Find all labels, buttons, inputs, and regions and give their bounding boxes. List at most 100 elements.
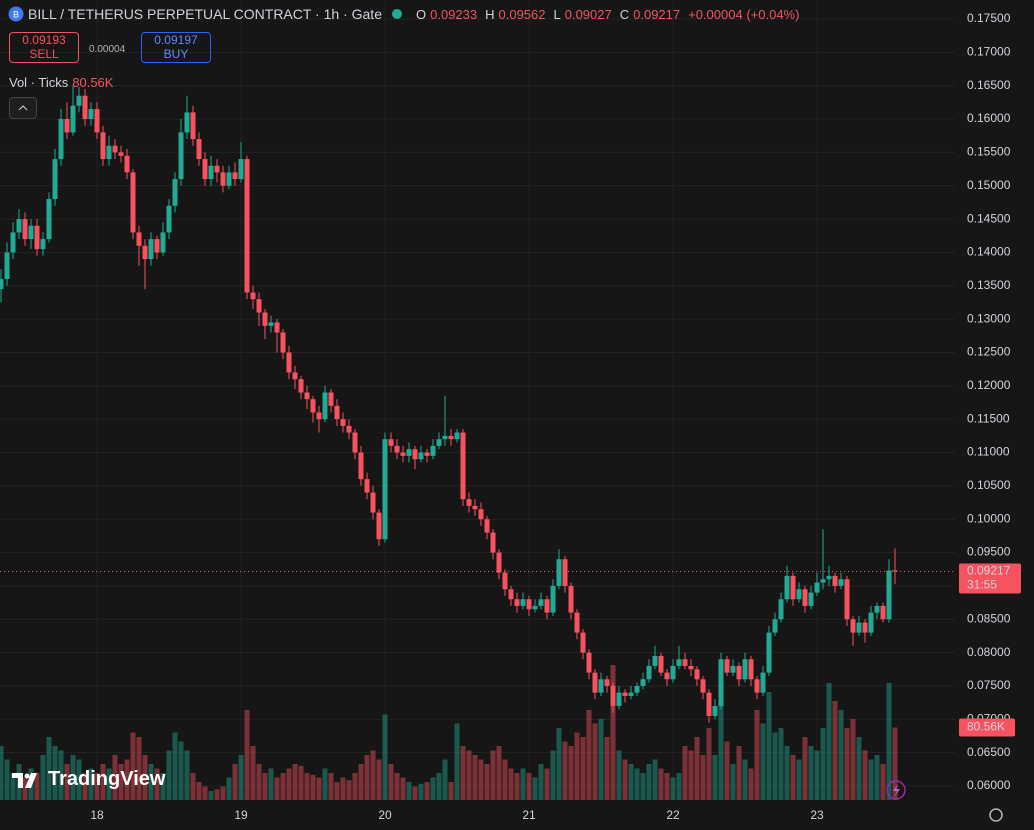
candle-body bbox=[514, 599, 520, 606]
volume-bar bbox=[856, 737, 862, 800]
volume-bar bbox=[178, 741, 184, 800]
candle-body bbox=[370, 492, 376, 513]
x-tick-label: 20 bbox=[378, 808, 392, 822]
volume-title: Vol · Ticks bbox=[9, 75, 69, 90]
alert-bolt bbox=[893, 784, 900, 797]
candle-body bbox=[646, 665, 652, 680]
volume-bar bbox=[334, 782, 340, 800]
last-price-tag bbox=[959, 563, 1021, 594]
candle-body bbox=[628, 692, 634, 696]
volume-bar bbox=[202, 786, 208, 800]
volume-bar bbox=[646, 764, 652, 800]
candle-body bbox=[16, 219, 22, 233]
candle-body bbox=[52, 159, 58, 200]
volume-bar bbox=[232, 764, 238, 800]
volume-bar bbox=[82, 773, 88, 800]
volume-bar bbox=[322, 768, 328, 800]
volume-bar bbox=[634, 768, 640, 800]
change: +0.00004 (+0.04%) bbox=[688, 6, 800, 22]
volume-bar bbox=[628, 764, 634, 800]
candle-body bbox=[76, 95, 82, 106]
sell-button[interactable]: 0.09193 SELL bbox=[9, 32, 79, 63]
volume-bar bbox=[826, 683, 832, 800]
candle-body bbox=[268, 322, 274, 326]
candle-body bbox=[736, 665, 742, 680]
sell-price: 0.09193 bbox=[22, 33, 66, 47]
volume-bar bbox=[706, 728, 712, 800]
header: B BILL / TETHERUS PERPETUAL CONTRACT · 1… bbox=[8, 6, 799, 22]
candle-body bbox=[724, 659, 730, 673]
volume-bar bbox=[184, 750, 190, 800]
candle-body bbox=[394, 445, 400, 453]
candle-body bbox=[508, 589, 514, 600]
candle-body bbox=[832, 575, 838, 586]
alert-icon[interactable] bbox=[886, 780, 906, 800]
candle-body bbox=[562, 559, 568, 586]
volume-bar bbox=[760, 723, 766, 800]
low-key: L bbox=[553, 6, 561, 22]
volume-bar bbox=[358, 764, 364, 800]
candle-body bbox=[454, 432, 460, 440]
y-tick-label: 0.10500 bbox=[967, 478, 1011, 492]
volume-bar bbox=[76, 759, 82, 800]
candle-body bbox=[634, 685, 640, 693]
candle-body bbox=[592, 672, 598, 693]
candle-body bbox=[442, 435, 448, 440]
candle-body bbox=[700, 679, 706, 693]
volume-bar bbox=[496, 746, 502, 800]
candle-body bbox=[244, 159, 250, 293]
volume-bar bbox=[400, 777, 406, 800]
candle-body bbox=[136, 232, 142, 246]
volume-bar bbox=[784, 746, 790, 800]
volume-bar bbox=[556, 728, 562, 800]
candle-body bbox=[412, 449, 418, 460]
volume-bar bbox=[10, 773, 16, 800]
candle-body bbox=[712, 705, 718, 716]
candle-body bbox=[556, 559, 562, 586]
settings-icon[interactable] bbox=[989, 808, 1003, 822]
candle-body bbox=[886, 570, 892, 620]
candle-body bbox=[160, 232, 166, 253]
candle-body bbox=[874, 605, 880, 613]
candle-body bbox=[820, 579, 826, 583]
volume-bar bbox=[274, 777, 280, 800]
volume-bar bbox=[580, 737, 586, 800]
volume-bar bbox=[190, 773, 196, 800]
candle-body bbox=[154, 239, 160, 253]
candle-body bbox=[310, 399, 316, 413]
y-tick-label: 0.07500 bbox=[967, 678, 1011, 692]
candle-body bbox=[100, 132, 106, 160]
buy-button[interactable]: 0.09197 BUY bbox=[141, 32, 211, 63]
candle-body bbox=[622, 692, 628, 696]
volume-bar bbox=[478, 759, 484, 800]
candle-body bbox=[316, 412, 322, 420]
candle-body bbox=[178, 132, 184, 180]
volume-bar bbox=[172, 732, 178, 800]
candle-body bbox=[82, 95, 88, 120]
candle-body bbox=[364, 479, 370, 493]
candle-body bbox=[226, 172, 232, 186]
y-tick-label: 0.10000 bbox=[967, 511, 1011, 525]
volume-bar bbox=[370, 750, 376, 800]
volume-bar bbox=[292, 764, 298, 800]
collapse-button[interactable] bbox=[9, 97, 37, 119]
volume-bar bbox=[34, 773, 40, 800]
candle-body bbox=[778, 599, 784, 620]
volume-bar bbox=[460, 746, 466, 800]
y-tick-label: 0.11500 bbox=[967, 411, 1010, 425]
candle-body bbox=[862, 622, 868, 633]
countdown-label: 31:55 bbox=[967, 578, 997, 592]
volume-legend: Vol · Ticks 80.56K bbox=[9, 75, 113, 90]
candle-body bbox=[106, 145, 112, 160]
volume-bar bbox=[268, 768, 274, 800]
candle-body bbox=[694, 669, 700, 680]
y-tick-label: 0.09500 bbox=[967, 545, 1011, 559]
candle-body bbox=[784, 575, 790, 600]
candle-body bbox=[796, 589, 802, 600]
low-value: 0.09027 bbox=[564, 6, 612, 22]
candle-body bbox=[496, 552, 502, 573]
y-tick-label: 0.11000 bbox=[967, 445, 1010, 459]
volume-bar bbox=[406, 782, 412, 800]
candle-body bbox=[166, 205, 172, 233]
